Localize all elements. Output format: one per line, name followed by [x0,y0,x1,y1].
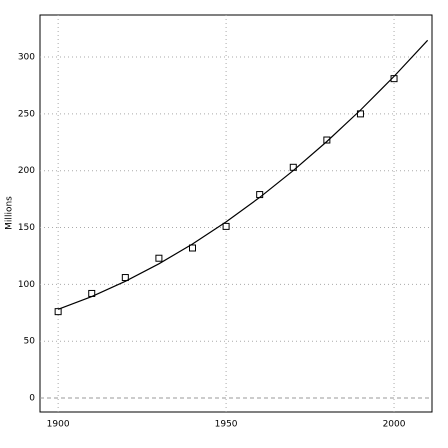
data-point [121,274,129,282]
y-axis-label: Millions [5,196,15,230]
data-point [54,308,62,316]
x-tick-label: 1900 [47,420,70,430]
x-tick-label: 1950 [215,420,238,430]
data-point [155,254,163,262]
fit-line [57,39,429,310]
y-tick-label: 0 [29,394,35,404]
y-tick-label: 50 [24,337,36,347]
y-tick-label: 100 [18,280,35,290]
data-point [222,222,230,230]
plot-frame [39,14,433,413]
data-point [323,136,331,144]
y-tick-label: 150 [18,223,35,233]
x-tick-label: 2000 [383,420,406,430]
y-tick-label: 250 [18,109,35,119]
y-tick-label: 300 [18,53,35,63]
y-tick-label: 200 [18,166,35,176]
data-point [189,244,197,252]
